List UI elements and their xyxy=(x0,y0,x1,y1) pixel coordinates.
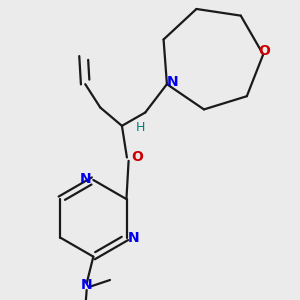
Text: N: N xyxy=(81,278,92,292)
Text: N: N xyxy=(128,230,140,244)
Text: N: N xyxy=(80,172,92,186)
Text: N: N xyxy=(167,76,179,89)
Text: O: O xyxy=(131,151,143,164)
Text: H: H xyxy=(136,121,145,134)
Text: O: O xyxy=(258,44,270,58)
